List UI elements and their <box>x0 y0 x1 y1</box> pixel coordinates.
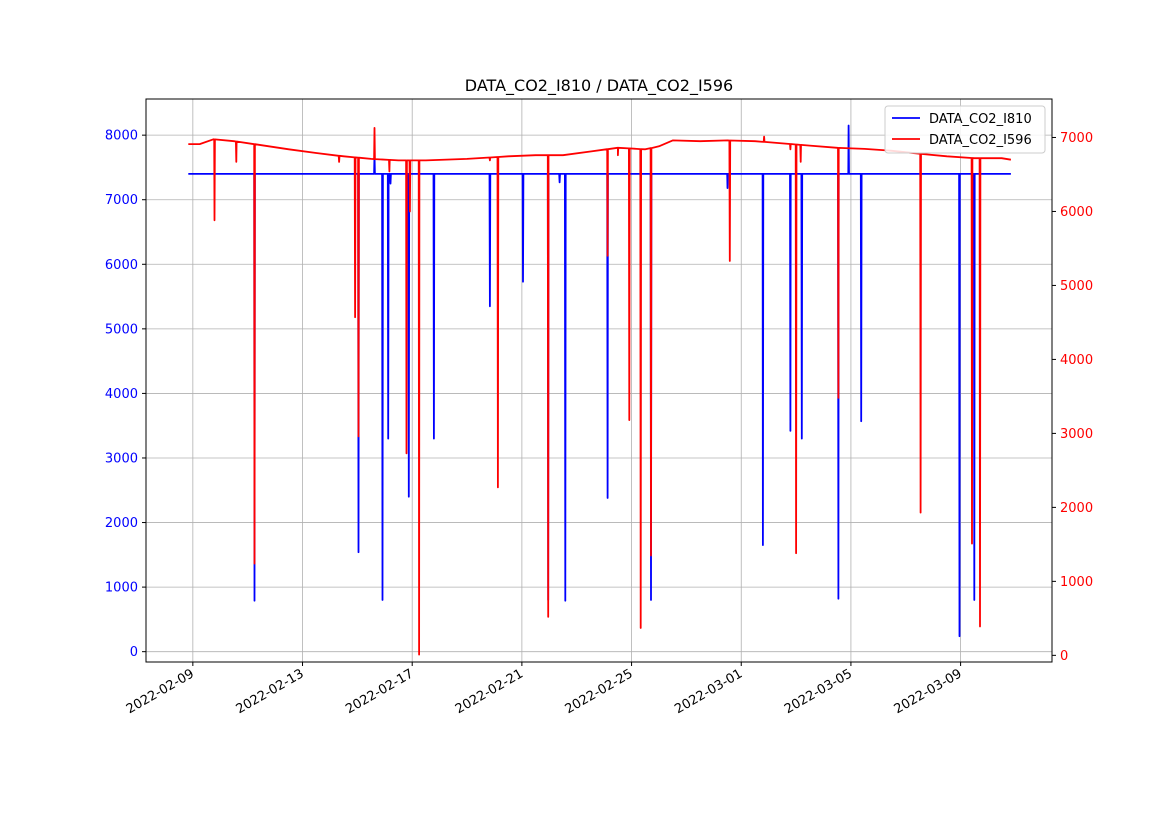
series-line-1 <box>188 127 1012 656</box>
y-right-axis: 0 1000 2000 3000 4000 5000 6000 7000 <box>1052 131 1093 664</box>
y-right-tick-label: 1000 <box>1060 575 1093 590</box>
y-right-tick-label: 7000 <box>1060 131 1093 146</box>
y-right-tick-label: 4000 <box>1060 353 1093 368</box>
y-left-tick-label: 3000 <box>105 451 138 466</box>
y-left-tick-label: 8000 <box>105 129 138 144</box>
legend-label: DATA_CO2_I596 <box>929 133 1032 148</box>
y-right-tick-label: 0 <box>1060 649 1068 664</box>
y-left-tick-label: 4000 <box>105 387 138 402</box>
y-right-tick-label: 6000 <box>1060 205 1093 220</box>
series-layer <box>188 124 1012 656</box>
y-left-tick-label: 5000 <box>105 322 138 337</box>
series-line-0 <box>188 124 1011 638</box>
chart-title: DATA_CO2_I810 / DATA_CO2_I596 <box>465 76 733 96</box>
legend-box <box>884 105 1046 154</box>
y-right-tick-label: 3000 <box>1060 427 1093 442</box>
y-left-tick-label: 6000 <box>105 258 138 273</box>
y-right-tick-label: 5000 <box>1060 279 1093 294</box>
y-left-tick-label: 7000 <box>105 193 138 208</box>
y-left-axis: 0 1000 2000 3000 4000 5000 6000 7000 8000 <box>105 129 146 660</box>
y-left-tick-label: 2000 <box>105 516 138 531</box>
legend-label: DATA_CO2_I810 <box>929 112 1032 127</box>
plot-frame <box>145 98 1053 663</box>
legend: DATA_CO2_I810 DATA_CO2_I596 <box>884 105 1046 154</box>
y-left-tick-label: 0 <box>130 645 138 660</box>
y-right-tick-label: 2000 <box>1060 501 1093 516</box>
y-left-tick-label: 1000 <box>105 581 138 596</box>
